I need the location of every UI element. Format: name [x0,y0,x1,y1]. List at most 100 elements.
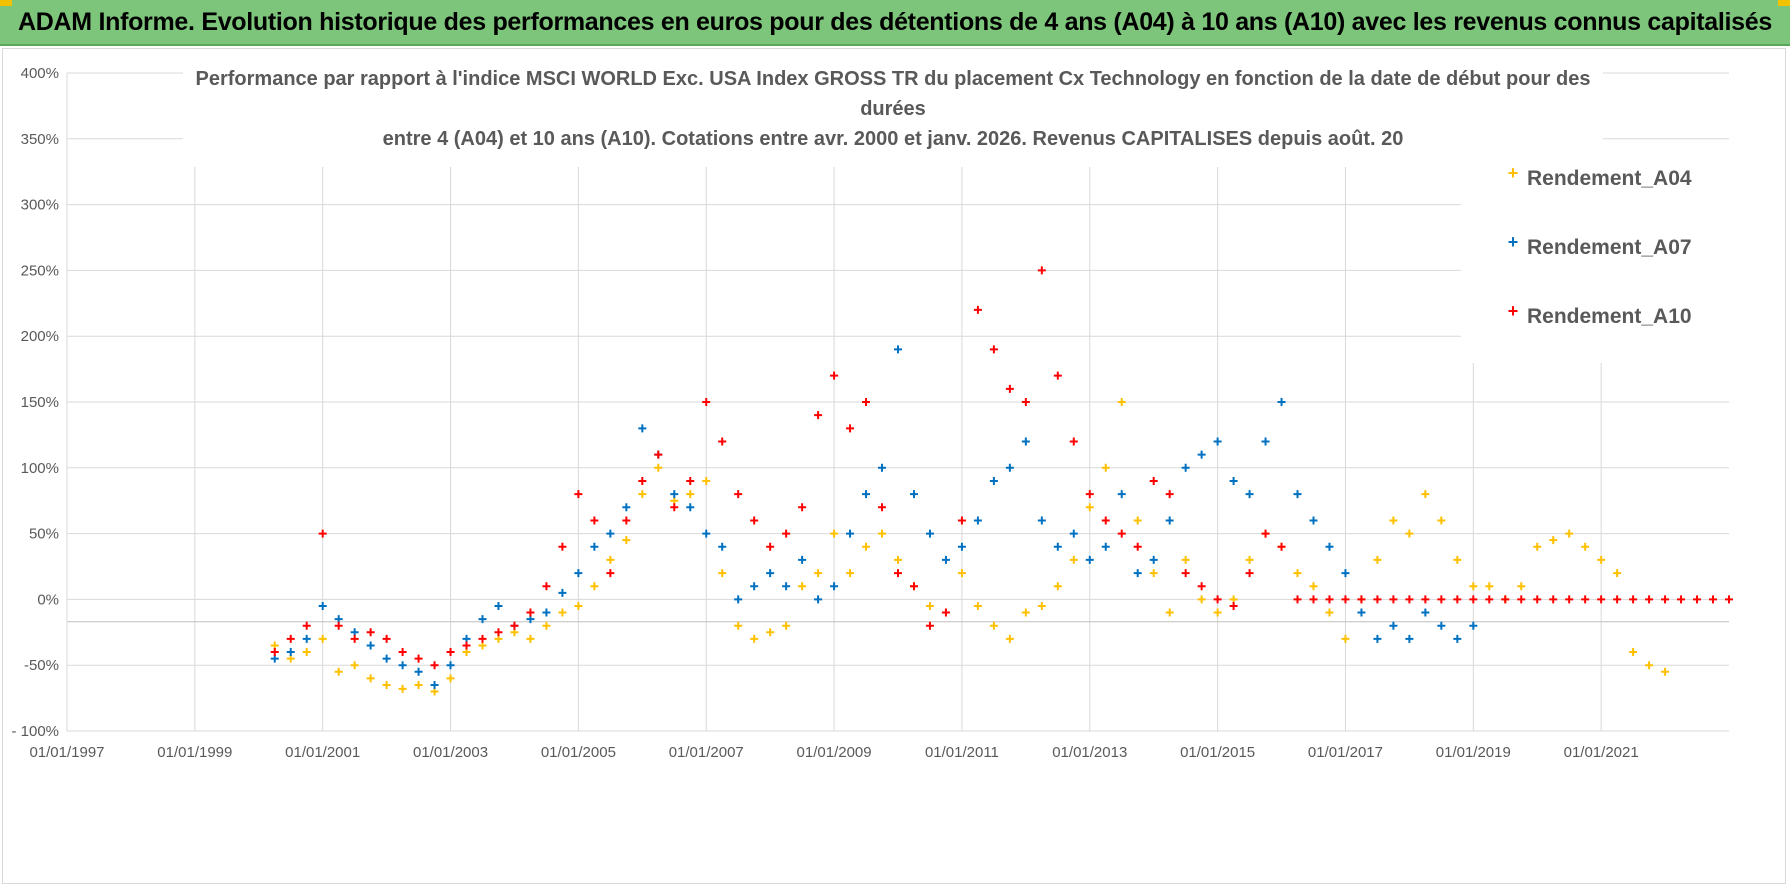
data-point [1373,555,1382,564]
data-point [622,536,631,545]
data-point [1005,634,1014,643]
data-point [862,490,871,499]
data-point [622,503,631,512]
data-point [1293,569,1302,578]
legend-label-a07: Rendement_A07 [1527,236,1692,259]
data-point [1101,516,1110,525]
data-point [1101,463,1110,472]
data-point [1565,595,1574,604]
data-point [686,476,695,485]
data-point [558,542,567,551]
data-point [1293,490,1302,499]
data-point [1597,595,1606,604]
data-point [1389,621,1398,630]
data-point [526,634,535,643]
data-point [574,601,583,610]
data-point [1341,569,1350,578]
x-tick-label: 01/01/2021 [1564,744,1639,761]
data-point [989,345,998,354]
data-point [510,621,519,630]
data-point [1229,476,1238,485]
data-point [766,628,775,637]
data-point [718,437,727,446]
data-point [862,398,871,406]
data-point [1181,555,1190,564]
data-point [1149,476,1158,485]
data-point [973,516,982,525]
data-point [1197,582,1206,591]
data-point [750,516,759,525]
data-point [1373,634,1382,643]
data-point [1357,608,1366,617]
data-point [1133,542,1142,551]
data-point [1341,634,1350,643]
chart-title-line-2: durées [860,98,926,120]
data-point [446,661,455,670]
data-point [957,569,966,578]
series-Rendement_A04 [270,398,1670,696]
y-tick-label: 50% [29,526,59,543]
data-point [286,648,295,657]
y-tick-label: 150% [21,394,59,411]
data-point [846,569,855,578]
data-point [1565,529,1574,538]
data-point [798,582,807,591]
data-point [654,463,663,472]
data-point [1069,555,1078,564]
data-point [925,529,934,538]
y-tick-label: 400% [21,65,59,82]
data-point [1213,608,1222,617]
data-point [878,529,887,538]
data-point [1165,516,1174,525]
data-point [957,542,966,551]
data-point [846,529,855,538]
data-point [1725,595,1733,604]
data-point [702,398,711,406]
banner-corner-left [0,0,12,6]
legend-marker-a10: + [1508,301,1519,321]
x-tick-label: 01/01/2007 [669,744,744,761]
x-tick-label: 01/01/1999 [157,744,232,761]
legend-label-a04: Rendement_A04 [1527,167,1692,190]
y-tick-label: 0% [37,591,59,608]
data-point [350,661,359,670]
data-point [1309,582,1318,591]
data-point [398,684,407,693]
data-point [1421,608,1430,617]
data-point [462,641,471,650]
data-point [446,674,455,683]
series-Rendement_A10 [270,266,1733,670]
data-point [1165,490,1174,499]
data-point [1485,595,1494,604]
data-point [638,476,647,485]
data-point [382,634,391,643]
data-point [1117,398,1126,406]
data-point [542,608,551,617]
data-point [1517,582,1526,591]
data-point [702,529,711,538]
data-point [862,542,871,551]
scatter-chart: 01/01/1997 01/01/1999 01/01/2001 01/01/2003… [11,59,1733,761]
data-point [1213,437,1222,446]
data-point [1325,542,1334,551]
data-point [1069,437,1078,446]
data-point [686,490,695,499]
data-point [989,621,998,630]
data-point [973,305,982,314]
data-point [894,345,902,354]
data-point [1277,398,1286,406]
data-point [1437,621,1446,630]
data-point [1309,595,1318,604]
series-Rendement_A07 [270,345,1478,689]
data-point [1117,490,1126,499]
data-point [1149,555,1158,564]
data-point [430,661,439,670]
data-point [302,634,311,643]
data-point [1357,595,1366,604]
data-point [574,490,583,499]
data-point [686,503,695,512]
x-tick-label: 01/01/2013 [1052,744,1127,761]
data-point [1181,463,1190,472]
data-point [1405,634,1414,643]
data-point [1037,601,1046,610]
